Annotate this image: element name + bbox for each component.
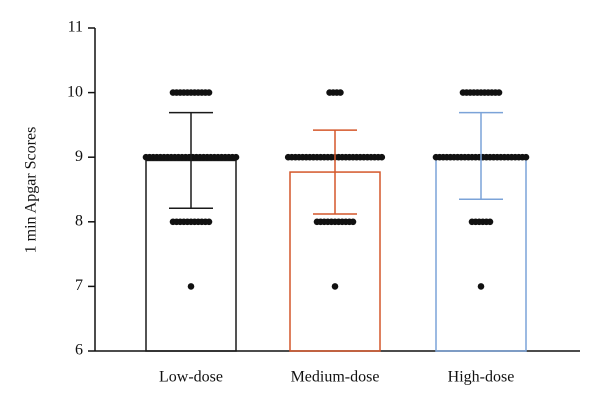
data-point: [187, 283, 195, 290]
data-point: [349, 218, 357, 226]
data-point: [378, 153, 386, 161]
y-tick-label: 11: [68, 19, 83, 36]
y-tick-label: 7: [75, 277, 83, 294]
x-tick-label: High-dose: [448, 369, 515, 386]
y-tick-label: 8: [75, 212, 83, 229]
data-point: [337, 89, 344, 96]
data-point: [522, 153, 530, 161]
data-point: [205, 218, 213, 226]
y-tick-label: 10: [67, 83, 83, 100]
data-point: [205, 89, 213, 96]
data-point: [232, 153, 240, 161]
data-point: [477, 283, 485, 290]
data-point: [495, 89, 503, 96]
data-point: [331, 283, 339, 290]
x-tick-label: Medium-dose: [291, 369, 380, 386]
y-tick-label: 9: [75, 148, 83, 165]
y-axis-label: 1 min Apgar Scores: [23, 127, 40, 254]
x-tick-label: Low-dose: [159, 369, 223, 386]
y-tick-label: 6: [75, 342, 83, 359]
data-point: [486, 218, 494, 226]
